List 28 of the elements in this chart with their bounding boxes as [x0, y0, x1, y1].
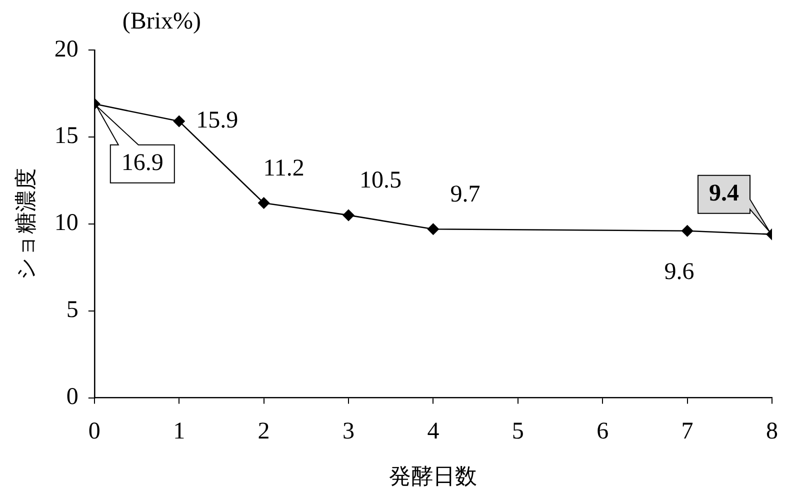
x-tick-label: 8 — [766, 418, 778, 444]
point — [258, 197, 270, 210]
data-label: 11.2 — [263, 155, 304, 182]
text: (Brix%) — [122, 8, 202, 34]
y-tick-label: 10 — [54, 210, 78, 236]
data-label: 10.5 — [360, 168, 402, 194]
data-label: 9.7 — [450, 181, 480, 208]
x-tick-label: 2 — [258, 418, 270, 444]
data-label: 16.9 — [121, 150, 164, 176]
x-tick-label: 4 — [427, 418, 440, 444]
x-tick-label: 5 — [512, 418, 524, 444]
point — [342, 209, 354, 222]
x-tick-label: 6 — [596, 418, 609, 444]
y-tick-label: 0 — [66, 384, 78, 410]
y-tick-label: 15 — [54, 123, 78, 150]
x-tick-label: 3 — [342, 418, 354, 444]
data-label: 9.6 — [664, 259, 694, 286]
y-tick-label: 5 — [66, 297, 78, 324]
x-tick-label: 1 — [173, 418, 186, 444]
data-label: 15.9 — [196, 108, 238, 134]
x-axis-title: 発酵日数 — [389, 464, 478, 490]
point — [173, 115, 186, 128]
y-tick-label: 20 — [54, 36, 78, 62]
data-label: 9.4 — [709, 180, 739, 207]
y-axis-title: ショ糖濃度 — [14, 168, 39, 280]
x-tick-label: 0 — [88, 418, 100, 444]
x-tick-label: 7 — [681, 418, 694, 444]
point — [427, 223, 440, 236]
